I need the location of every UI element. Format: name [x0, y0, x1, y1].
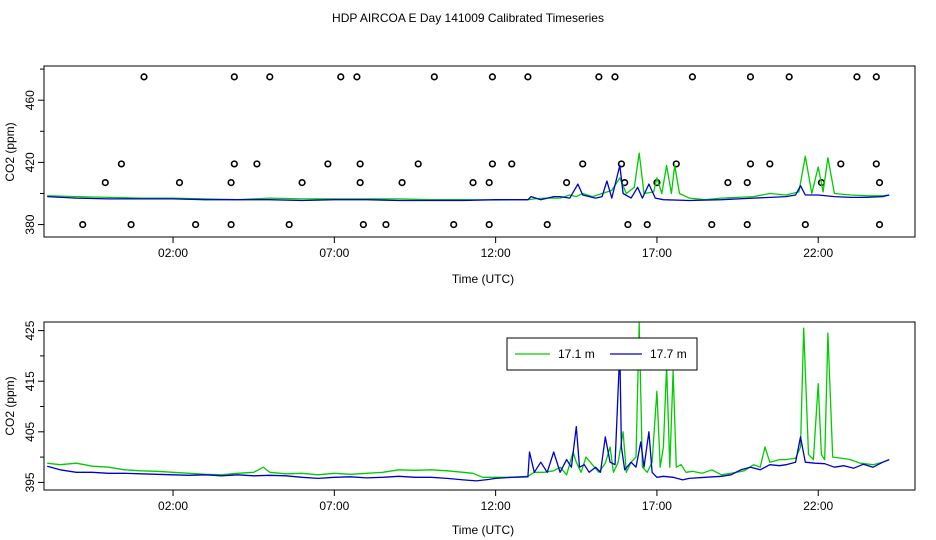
flag-marker: [508, 160, 516, 168]
panel-bottom: 395 405 415 425 02:00 07:00 12:00 17:00 22:00 T…: [3, 320, 916, 537]
x-tick-label: 12:00: [481, 499, 511, 513]
flag-marker: [79, 220, 87, 229]
flag-markers-top: [79, 73, 884, 229]
x-tick-label: 17:00: [642, 499, 672, 513]
flag-marker: [643, 220, 651, 229]
flag-marker: [624, 220, 632, 229]
series-line-0: [47, 322, 890, 478]
flag-marker: [766, 160, 774, 168]
x-tick-label: 22:00: [803, 499, 833, 513]
flag-marker: [872, 73, 880, 81]
flag-marker: [562, 178, 571, 187]
x-tick-label: 02:00: [158, 246, 188, 260]
flag-marker: [382, 220, 390, 229]
flag-marker: [875, 178, 884, 187]
flag-marker: [617, 160, 626, 168]
flag-marker: [853, 73, 861, 81]
flag-marker: [414, 160, 422, 168]
legend-label-17-7: 17.7 m: [650, 347, 687, 361]
x-axis-label-top: Time (UTC): [452, 272, 514, 286]
series-line-1: [47, 164, 890, 202]
flag-marker: [227, 178, 235, 187]
flag-marker: [488, 73, 497, 81]
flag-marker: [298, 178, 306, 187]
x-tick-label: 12:00: [481, 246, 511, 260]
flag-marker: [175, 178, 184, 187]
flag-marker: [875, 220, 884, 229]
y-axis-label-top: CO2 (ppm): [3, 122, 17, 181]
flag-marker: [285, 220, 293, 229]
x-tick-label: 07:00: [319, 246, 349, 260]
chart-title: HDP AIRCOA E Day 141009 Calibrated Times…: [332, 11, 604, 25]
flag-marker: [688, 73, 697, 81]
flag-marker: [543, 220, 551, 229]
flag-marker: [746, 160, 755, 168]
flag-marker: [192, 220, 200, 229]
flag-marker: [743, 220, 751, 229]
flag-marker: [356, 178, 364, 187]
flag-marker: [253, 160, 261, 168]
flag-marker: [837, 160, 845, 168]
flag-marker: [724, 178, 732, 187]
x-tick-label: 02:00: [158, 499, 188, 513]
legend: 17.1 m 17.7 m: [506, 337, 698, 371]
y-axis-label-bottom: CO2 (ppm): [3, 376, 17, 435]
y-axis-bottom: 395 405 415 425: [23, 320, 44, 492]
y-tick-label: 415: [23, 371, 37, 391]
flag-marker: [230, 73, 238, 81]
flag-marker: [485, 178, 493, 187]
flag-marker: [450, 220, 458, 229]
flag-marker: [430, 73, 438, 81]
series-line-0: [47, 152, 890, 201]
flag-marker: [230, 160, 238, 168]
y-tick-label: 395: [23, 472, 37, 492]
x-axis-top: 02:00 07:00 12:00 17:00 22:00: [158, 237, 834, 260]
flag-marker: [743, 178, 751, 187]
flag-marker: [227, 220, 235, 229]
flag-marker: [485, 220, 493, 229]
plot-frame-bottom: [43, 321, 916, 491]
series-lines-bottom: [47, 322, 890, 482]
series-lines-top: [47, 152, 890, 202]
flag-marker: [356, 160, 364, 168]
flag-marker: [746, 73, 755, 81]
flag-marker: [359, 220, 367, 229]
x-tick-label: 07:00: [319, 499, 349, 513]
x-tick-label: 22:00: [803, 246, 833, 260]
x-axis-bottom: 02:00 07:00 12:00 17:00 22:00: [158, 490, 834, 513]
y-tick-label: 405: [23, 421, 37, 441]
flag-marker: [579, 160, 587, 168]
plot-frame-top: [43, 65, 916, 238]
x-tick-label: 17:00: [642, 246, 672, 260]
y-tick-label: 380: [23, 214, 37, 234]
flag-marker: [101, 178, 109, 187]
y-tick-label: 425: [23, 320, 37, 340]
flag-marker: [785, 73, 793, 81]
y-axis-top: 380 420 460: [23, 68, 44, 235]
flag-marker: [708, 220, 716, 229]
panel-top: 380 420 460 02:00 07:00 12:00 17:00 22:00 Time…: [3, 65, 916, 286]
flag-marker: [595, 73, 603, 81]
flag-marker: [353, 73, 361, 81]
flag-marker: [524, 73, 532, 81]
flag-marker: [872, 160, 880, 168]
flag-marker: [469, 178, 477, 187]
flag-marker: [140, 73, 148, 81]
y-tick-label: 460: [23, 90, 37, 110]
y-tick-label: 420: [23, 152, 37, 172]
flag-marker: [801, 220, 809, 229]
legend-label-17-1: 17.1 m: [558, 347, 595, 361]
flag-marker: [117, 160, 126, 168]
flag-marker: [266, 73, 274, 81]
flag-marker: [672, 160, 680, 168]
x-axis-label-bottom: Time (UTC): [452, 523, 514, 537]
flag-marker: [324, 160, 332, 168]
flag-marker: [488, 160, 497, 168]
series-line-1: [47, 350, 890, 482]
flag-marker: [611, 73, 619, 81]
flag-marker: [337, 73, 345, 81]
flag-marker: [127, 220, 135, 229]
flag-marker: [398, 178, 406, 187]
